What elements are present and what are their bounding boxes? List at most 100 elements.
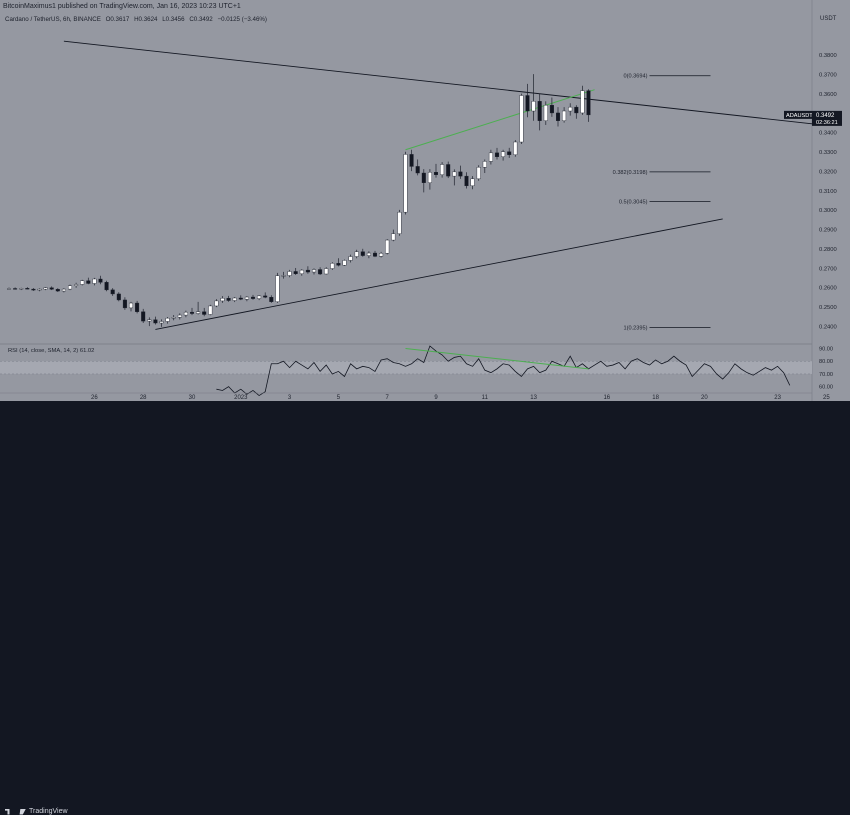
candle-body bbox=[403, 154, 408, 213]
rsi-tick-label: 60.00 bbox=[819, 385, 833, 391]
x-tick-label: 18 bbox=[652, 395, 659, 401]
rsi-tick-label: 70.00 bbox=[819, 372, 833, 378]
close-value: C0.3492 bbox=[189, 16, 213, 23]
candle-body bbox=[238, 297, 243, 300]
candle-body bbox=[507, 151, 512, 155]
candle-body bbox=[531, 101, 536, 112]
candle-body bbox=[287, 271, 292, 276]
candle-body bbox=[196, 311, 201, 314]
candle-body bbox=[153, 319, 158, 324]
rsi-band bbox=[0, 361, 812, 374]
candle-body bbox=[360, 251, 365, 256]
candle-body bbox=[421, 172, 426, 183]
price-tick-label: 0.3800 bbox=[819, 53, 837, 59]
price-divergence-line bbox=[405, 89, 595, 151]
candle-body bbox=[257, 295, 262, 299]
candle-body bbox=[415, 166, 420, 174]
x-tick-label: 25 bbox=[823, 395, 830, 401]
x-tick-label: 16 bbox=[603, 395, 610, 401]
candle-body bbox=[147, 319, 152, 322]
candle-body bbox=[397, 211, 402, 234]
candle-body bbox=[556, 112, 561, 121]
candle-body bbox=[513, 141, 518, 155]
price-tick-label: 0.3400 bbox=[819, 131, 837, 137]
candle-body bbox=[232, 297, 237, 301]
candle-body bbox=[434, 172, 439, 175]
candle-body bbox=[19, 288, 24, 290]
rsi-tick-label: 80.00 bbox=[819, 359, 833, 365]
footer-bar: TradingView bbox=[0, 401, 850, 815]
candle-body bbox=[580, 90, 585, 114]
candle-body bbox=[348, 256, 353, 261]
change-value: −0.0125 (−3.46%) bbox=[217, 16, 267, 23]
fib-level-label: 0.382(0.3198) bbox=[613, 170, 648, 176]
candle-body bbox=[336, 263, 341, 266]
candle-body bbox=[562, 110, 567, 121]
x-tick-label: 3 bbox=[288, 395, 292, 401]
candle-body bbox=[409, 154, 414, 167]
price-tick-label: 0.3300 bbox=[819, 150, 837, 156]
candle-body bbox=[263, 295, 268, 298]
x-tick-label: 30 bbox=[189, 395, 196, 401]
candle-body bbox=[543, 104, 548, 121]
candle-body bbox=[98, 278, 103, 283]
candle-body bbox=[135, 302, 140, 312]
price-tick-label: 0.2900 bbox=[819, 228, 837, 234]
fib-level-label: 0(0.3694) bbox=[624, 74, 648, 80]
price-tag-value: 0.3492 bbox=[816, 113, 835, 119]
candle-body bbox=[519, 95, 524, 143]
symbol-tag-label: ADAUSDT bbox=[786, 113, 813, 119]
x-tick-label: 9 bbox=[434, 395, 438, 401]
open-value: O0.3617 bbox=[105, 16, 130, 23]
candle-body bbox=[110, 289, 115, 295]
candle-body bbox=[171, 316, 176, 319]
x-tick-label: 28 bbox=[140, 395, 147, 401]
candle-body bbox=[470, 178, 475, 187]
candle-body bbox=[458, 171, 463, 177]
candle-body bbox=[141, 311, 146, 322]
x-tick-label: 7 bbox=[386, 395, 390, 401]
candle-body bbox=[269, 297, 274, 302]
x-tick-label: 20 bbox=[701, 395, 708, 401]
fib-level-label: 0.5(0.3045) bbox=[619, 200, 648, 206]
candle-body bbox=[275, 275, 280, 302]
candle-body bbox=[43, 287, 48, 290]
candle-body bbox=[177, 314, 182, 318]
candle-body bbox=[525, 95, 530, 112]
x-tick-label: 23 bbox=[774, 395, 781, 401]
candle-body bbox=[342, 260, 347, 266]
candle-body bbox=[385, 239, 390, 254]
axis-currency: USDT bbox=[820, 16, 837, 22]
candle-body bbox=[330, 263, 335, 269]
support-trendline bbox=[155, 218, 723, 330]
tv-mark-icon-2 bbox=[19, 808, 26, 815]
candle-body bbox=[67, 285, 72, 290]
candle-body bbox=[250, 296, 255, 299]
price-tag-box bbox=[812, 110, 842, 126]
x-tick-label: 11 bbox=[482, 395, 489, 401]
candle-body bbox=[568, 106, 573, 112]
candle-body bbox=[324, 268, 329, 275]
price-tick-label: 0.2400 bbox=[819, 324, 837, 330]
rsi-divergence-line bbox=[405, 348, 589, 370]
candle-body bbox=[226, 298, 231, 301]
candle-body bbox=[189, 311, 194, 314]
price-tick-label: 0.2500 bbox=[819, 305, 837, 311]
candle-body bbox=[80, 280, 85, 285]
price-axis-panel bbox=[812, 0, 850, 401]
candle-body bbox=[574, 106, 579, 114]
candle-body bbox=[116, 293, 121, 301]
candle-body bbox=[208, 305, 213, 315]
price-chart[interactable]: USDT0.38000.37000.36000.35000.34000.3300… bbox=[0, 0, 850, 421]
candle-body bbox=[61, 288, 66, 292]
candle-body bbox=[122, 299, 127, 309]
candle-body bbox=[6, 288, 11, 290]
tradingview-logo[interactable]: TradingView bbox=[5, 808, 68, 815]
candle-body bbox=[446, 164, 451, 177]
candle-body bbox=[366, 252, 371, 256]
price-tick-label: 0.2700 bbox=[819, 266, 837, 272]
candle-body bbox=[74, 284, 79, 287]
candle-body bbox=[159, 321, 164, 324]
candle-body bbox=[25, 288, 30, 290]
candle-body bbox=[49, 287, 54, 290]
